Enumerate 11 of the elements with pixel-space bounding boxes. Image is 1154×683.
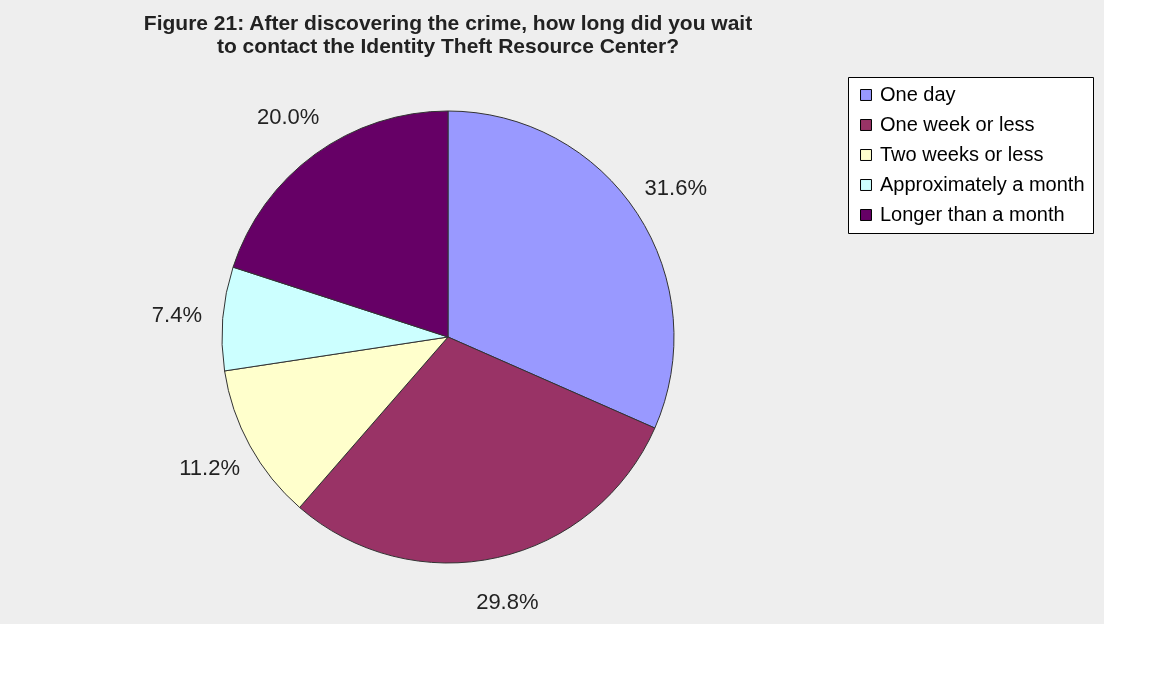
legend-label: Two weeks or less <box>880 143 1044 165</box>
chart-title: Figure 21: After discovering the crime, how long did you wait to contact the Identity Theft Resource Center? <box>143 10 753 57</box>
legend-label: One week or less <box>880 113 1035 135</box>
legend-label: One day <box>880 83 956 105</box>
legend-label: Longer than a month <box>880 203 1065 225</box>
data-label: 7.4% <box>151 301 202 327</box>
legend-label: Approximately a month <box>880 173 1085 195</box>
data-label: 11.2% <box>179 455 241 481</box>
data-label: 31.6% <box>644 175 707 201</box>
data-label: 20.0% <box>256 103 320 129</box>
data-label: 29.8% <box>476 589 539 615</box>
